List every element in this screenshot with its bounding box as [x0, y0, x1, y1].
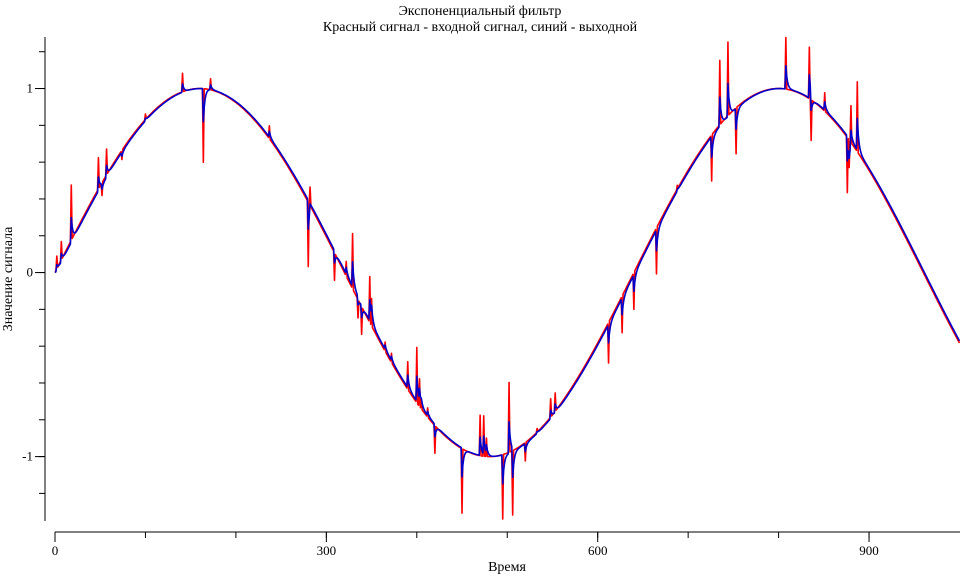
x-axis-label: Время — [488, 560, 526, 575]
x-tick-label: 0 — [52, 543, 59, 558]
y-axis-label: Значение сигнала — [1, 226, 16, 331]
x-tick-label: 300 — [317, 543, 337, 558]
series-group — [54, 36, 960, 520]
x-tick-label: 900 — [859, 543, 879, 558]
series-output-line — [54, 64, 960, 485]
y-tick-label: 0 — [27, 265, 34, 280]
x-tick-label: 600 — [588, 543, 608, 558]
axis-ticks: 0 300 600 900 1 0 -1 — [22, 51, 879, 558]
chart-subtitle: Красный сигнал - входной сигнал, синий -… — [323, 20, 638, 35]
y-tick-label: 1 — [27, 81, 34, 96]
y-tick-label: -1 — [22, 449, 33, 464]
chart-title: Экспоненциальный фильтр — [399, 4, 562, 19]
